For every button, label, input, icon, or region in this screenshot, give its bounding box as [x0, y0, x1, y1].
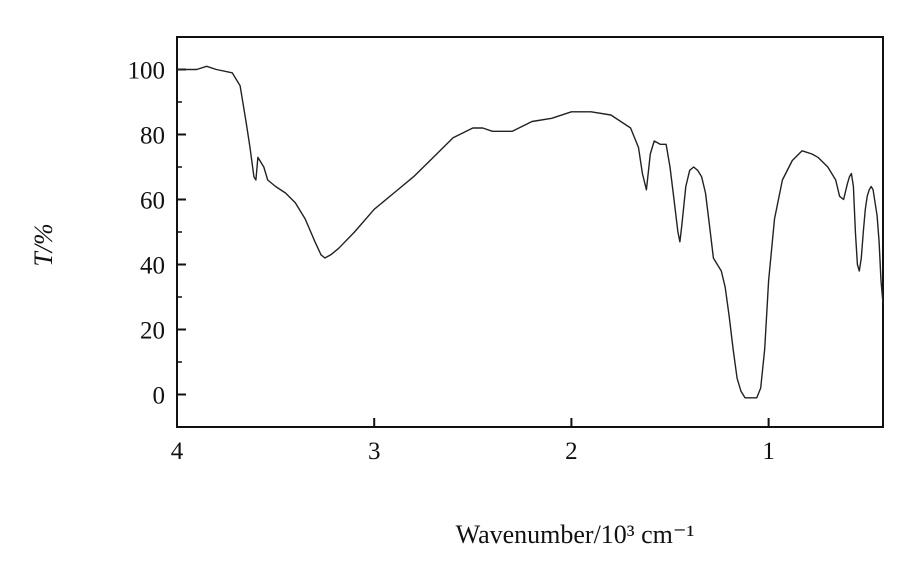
- spectrum-line: [177, 65, 884, 399]
- x-tick-label: 4: [171, 438, 184, 465]
- x-axis-ticks: 4 3 2 1: [171, 418, 775, 465]
- x-tick-label: 1: [762, 438, 775, 465]
- y-minor-ticks: [177, 36, 182, 428]
- y-tick-label: 0: [153, 383, 166, 410]
- y-tick-label: 40: [140, 253, 165, 280]
- plot-frame: [176, 36, 884, 428]
- y-axis-ticks: 100 80 60 40 20 0: [128, 58, 186, 410]
- y-tick-label: 100: [128, 58, 166, 85]
- y-tick-label: 60: [140, 188, 165, 215]
- plot-area: 100 80 60 40 20 0 4 3 2 1: [128, 36, 884, 465]
- x-tick-label: 3: [368, 438, 381, 465]
- y-axis-title: T/%: [29, 223, 58, 266]
- x-axis-title: Wavenumber/10³ cm⁻¹: [456, 520, 695, 549]
- x-tick-label: 2: [565, 438, 578, 465]
- y-tick-label: 80: [140, 123, 165, 150]
- y-tick-label: 20: [140, 318, 165, 345]
- series-layer: [177, 65, 884, 399]
